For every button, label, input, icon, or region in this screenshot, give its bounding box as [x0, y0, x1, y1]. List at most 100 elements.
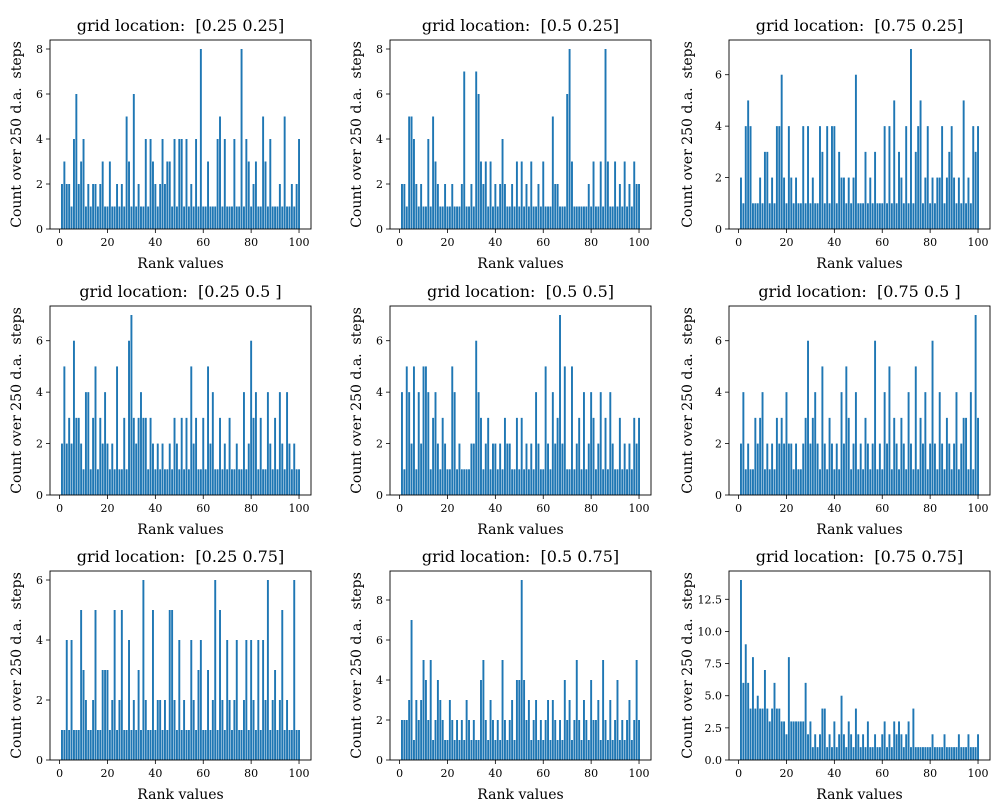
bar	[197, 469, 200, 495]
bar	[876, 469, 879, 495]
x-tick-label: 60	[536, 767, 550, 780]
bar	[883, 392, 886, 495]
bar	[969, 747, 972, 760]
bar	[216, 469, 219, 495]
bar	[61, 730, 63, 760]
bar	[137, 184, 140, 229]
bar	[111, 206, 114, 229]
bar	[84, 206, 87, 229]
bar	[147, 730, 150, 760]
y-tick-label: 8	[376, 43, 383, 56]
bar	[766, 708, 769, 760]
bar	[895, 203, 898, 229]
bar	[585, 469, 588, 495]
bar	[417, 720, 420, 760]
bar	[235, 640, 238, 760]
bar	[556, 184, 559, 229]
subplot-7: 0 20 40 60 80 100 0 2 4 6 grid location: [0.25 0.7…	[9, 547, 312, 800]
y-tick-label: 6	[715, 69, 722, 82]
bar	[221, 469, 224, 495]
bar	[768, 203, 771, 229]
bar	[211, 206, 214, 229]
bar	[250, 340, 253, 495]
bar	[527, 700, 530, 760]
bar	[948, 747, 951, 760]
bar	[852, 747, 855, 760]
bar	[876, 747, 879, 760]
bar	[254, 161, 257, 229]
x-tick-label: 0	[56, 236, 63, 249]
bar	[864, 151, 867, 229]
bar	[408, 392, 411, 495]
bar	[948, 443, 951, 495]
bar	[960, 203, 963, 229]
y-tick-label: 4	[36, 133, 43, 146]
bar	[185, 730, 188, 760]
x-tick-label: 20	[100, 767, 114, 780]
bar	[209, 206, 212, 229]
bar	[874, 340, 877, 495]
x-axis-label: Rank values	[816, 256, 902, 272]
bar	[859, 203, 862, 229]
bar	[831, 443, 833, 495]
bar	[819, 734, 821, 760]
bar	[223, 443, 226, 495]
bar	[506, 740, 509, 760]
bar	[453, 392, 456, 495]
bar	[799, 469, 802, 495]
bar	[611, 740, 614, 760]
bar	[231, 730, 233, 760]
bar	[578, 206, 581, 229]
bar	[515, 680, 518, 760]
bar	[477, 740, 480, 760]
bar	[797, 469, 800, 495]
bar	[941, 126, 944, 229]
bar	[842, 734, 845, 760]
bar	[75, 417, 78, 495]
bar	[501, 139, 504, 229]
y-tick-label: 4	[376, 674, 383, 687]
bar	[118, 469, 121, 495]
bar	[195, 139, 198, 229]
bar	[219, 417, 221, 495]
x-tick-label: 100	[968, 236, 989, 249]
bar	[530, 443, 533, 495]
bar	[967, 469, 970, 495]
bar	[587, 740, 590, 760]
bar	[101, 161, 104, 229]
bar	[254, 730, 257, 760]
bar	[518, 469, 521, 495]
bar	[96, 469, 99, 495]
bar	[441, 720, 444, 760]
bar	[838, 469, 841, 495]
bar	[104, 670, 107, 760]
bar	[938, 747, 941, 760]
bar	[487, 740, 490, 760]
x-tick-label: 100	[968, 502, 989, 515]
bar	[583, 700, 585, 760]
bar	[905, 469, 908, 495]
bar	[192, 206, 195, 229]
subplot-title: grid location: [0.75 0.25]	[756, 16, 963, 35]
bar	[583, 392, 585, 495]
bar	[864, 417, 867, 495]
y-axis-label: Count over 250 d.a. steps	[9, 41, 25, 228]
bar	[228, 700, 231, 760]
bar	[761, 708, 764, 760]
bar	[475, 340, 478, 495]
bar	[566, 469, 569, 495]
bar	[783, 177, 786, 229]
bar	[271, 469, 274, 495]
bar	[821, 366, 824, 495]
bar	[573, 206, 576, 229]
bar	[238, 206, 241, 229]
bar	[243, 700, 245, 760]
bar	[549, 740, 552, 760]
x-tick-label: 60	[196, 236, 210, 249]
bar	[456, 469, 459, 495]
bar	[163, 700, 166, 760]
y-tick-label: 5.0	[705, 690, 723, 703]
bar	[802, 126, 805, 229]
x-axis-label: Rank values	[137, 787, 223, 800]
bar	[977, 126, 979, 229]
